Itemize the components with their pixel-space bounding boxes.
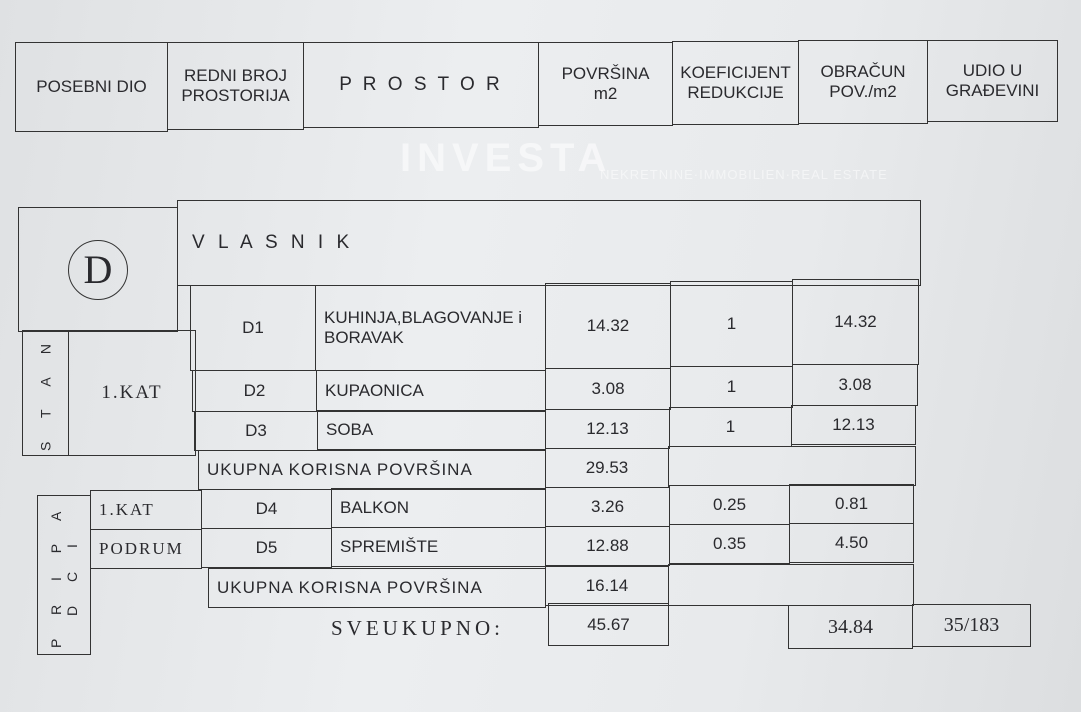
grand-total-area: 45.67 bbox=[548, 603, 669, 646]
row-d4-coef: 0.25 bbox=[669, 485, 790, 525]
row-d4-id: D4 bbox=[201, 489, 332, 529]
watermark-tagline: NEKRETNINE·IMMOBILIEN·REAL ESTATE bbox=[600, 167, 888, 182]
header-udio: UDIO U GRAĐEVINI bbox=[927, 40, 1058, 122]
row-d4-calc: 0.81 bbox=[789, 484, 914, 524]
row-d5-id: D5 bbox=[201, 528, 332, 568]
grand-total-calc: 34.84 bbox=[788, 605, 913, 649]
row-d2-calc: 3.08 bbox=[792, 364, 918, 406]
header-redni-broj: REDNI BROJ PROSTORIJA bbox=[167, 42, 304, 130]
row-d4-floor: 1.KAT bbox=[90, 490, 202, 530]
row-d2-id: D2 bbox=[192, 370, 317, 412]
owner-label: V L A S N I K bbox=[177, 200, 921, 286]
stan-label: S T A N bbox=[22, 330, 69, 456]
stan-total-value: 29.53 bbox=[545, 448, 669, 488]
row-d1-area: 14.32 bbox=[545, 283, 671, 369]
pripadci-total-value: 16.14 bbox=[545, 566, 669, 606]
row-d1-id: D1 bbox=[190, 285, 316, 371]
stan-total-label: UKUPNA KORISNA POVRŠINA bbox=[198, 450, 546, 490]
row-d4-area: 3.26 bbox=[545, 487, 670, 527]
row-d5-area: 12.88 bbox=[545, 526, 670, 566]
header-koeficijent: KOEFICIJENT REDUKCIJE bbox=[672, 41, 799, 125]
stan-total-empty bbox=[668, 446, 916, 486]
row-d3-area: 12.13 bbox=[545, 409, 670, 449]
pripadci-label: P R I P A D C I bbox=[37, 495, 91, 655]
pripadci-total-empty bbox=[668, 564, 914, 606]
grand-total-label: SVEUKUPNO: bbox=[330, 615, 504, 640]
row-d5-floor: PODRUM bbox=[90, 529, 202, 569]
unit-box: D bbox=[18, 207, 178, 332]
row-d3-calc: 12.13 bbox=[791, 405, 916, 445]
row-d4-room: BALKON bbox=[331, 488, 546, 528]
row-d2-area: 3.08 bbox=[545, 368, 671, 410]
unit-letter: D bbox=[68, 239, 128, 300]
row-d5-calc: 4.50 bbox=[789, 523, 914, 563]
row-d1-coef: 1 bbox=[670, 281, 793, 367]
row-d5-room: SPREMIŠTE bbox=[331, 527, 546, 567]
grand-total-share: 35/183 bbox=[912, 604, 1031, 647]
row-d3-room: SOBA bbox=[317, 410, 546, 450]
row-d2-coef: 1 bbox=[670, 366, 793, 408]
stan-floor: 1.KAT bbox=[68, 330, 196, 456]
row-d2-room: KUPAONICA bbox=[316, 370, 546, 412]
header-povrsina: POVRŠINA m2 bbox=[538, 42, 673, 126]
row-d5-coef: 0.35 bbox=[669, 524, 790, 564]
row-d3-id: D3 bbox=[194, 411, 318, 451]
row-d3-coef: 1 bbox=[669, 407, 792, 447]
watermark-brand: INVESTA bbox=[400, 136, 613, 180]
header-prostor: P R O S T O R bbox=[303, 42, 539, 128]
header-obracun: OBRAČUN POV./m2 bbox=[798, 40, 928, 124]
header-posebni-dio: POSEBNI DIO bbox=[15, 42, 168, 132]
pripadci-total-label: UKUPNA KORISNA POVRŠINA bbox=[208, 568, 546, 608]
row-d1-calc: 14.32 bbox=[792, 279, 919, 365]
row-d1-room: KUHINJA,BLAGOVANJE i BORAVAK bbox=[315, 285, 546, 371]
